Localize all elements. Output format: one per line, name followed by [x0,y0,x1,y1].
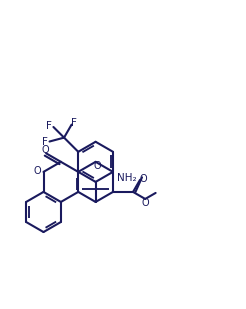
Text: O: O [41,145,49,155]
Text: O: O [141,198,149,208]
Text: F: F [71,118,77,128]
Text: O: O [33,166,41,176]
Text: O: O [139,174,147,184]
Text: O: O [93,161,101,171]
Text: F: F [46,121,52,131]
Text: NH₂: NH₂ [117,173,136,183]
Text: F: F [42,137,47,147]
